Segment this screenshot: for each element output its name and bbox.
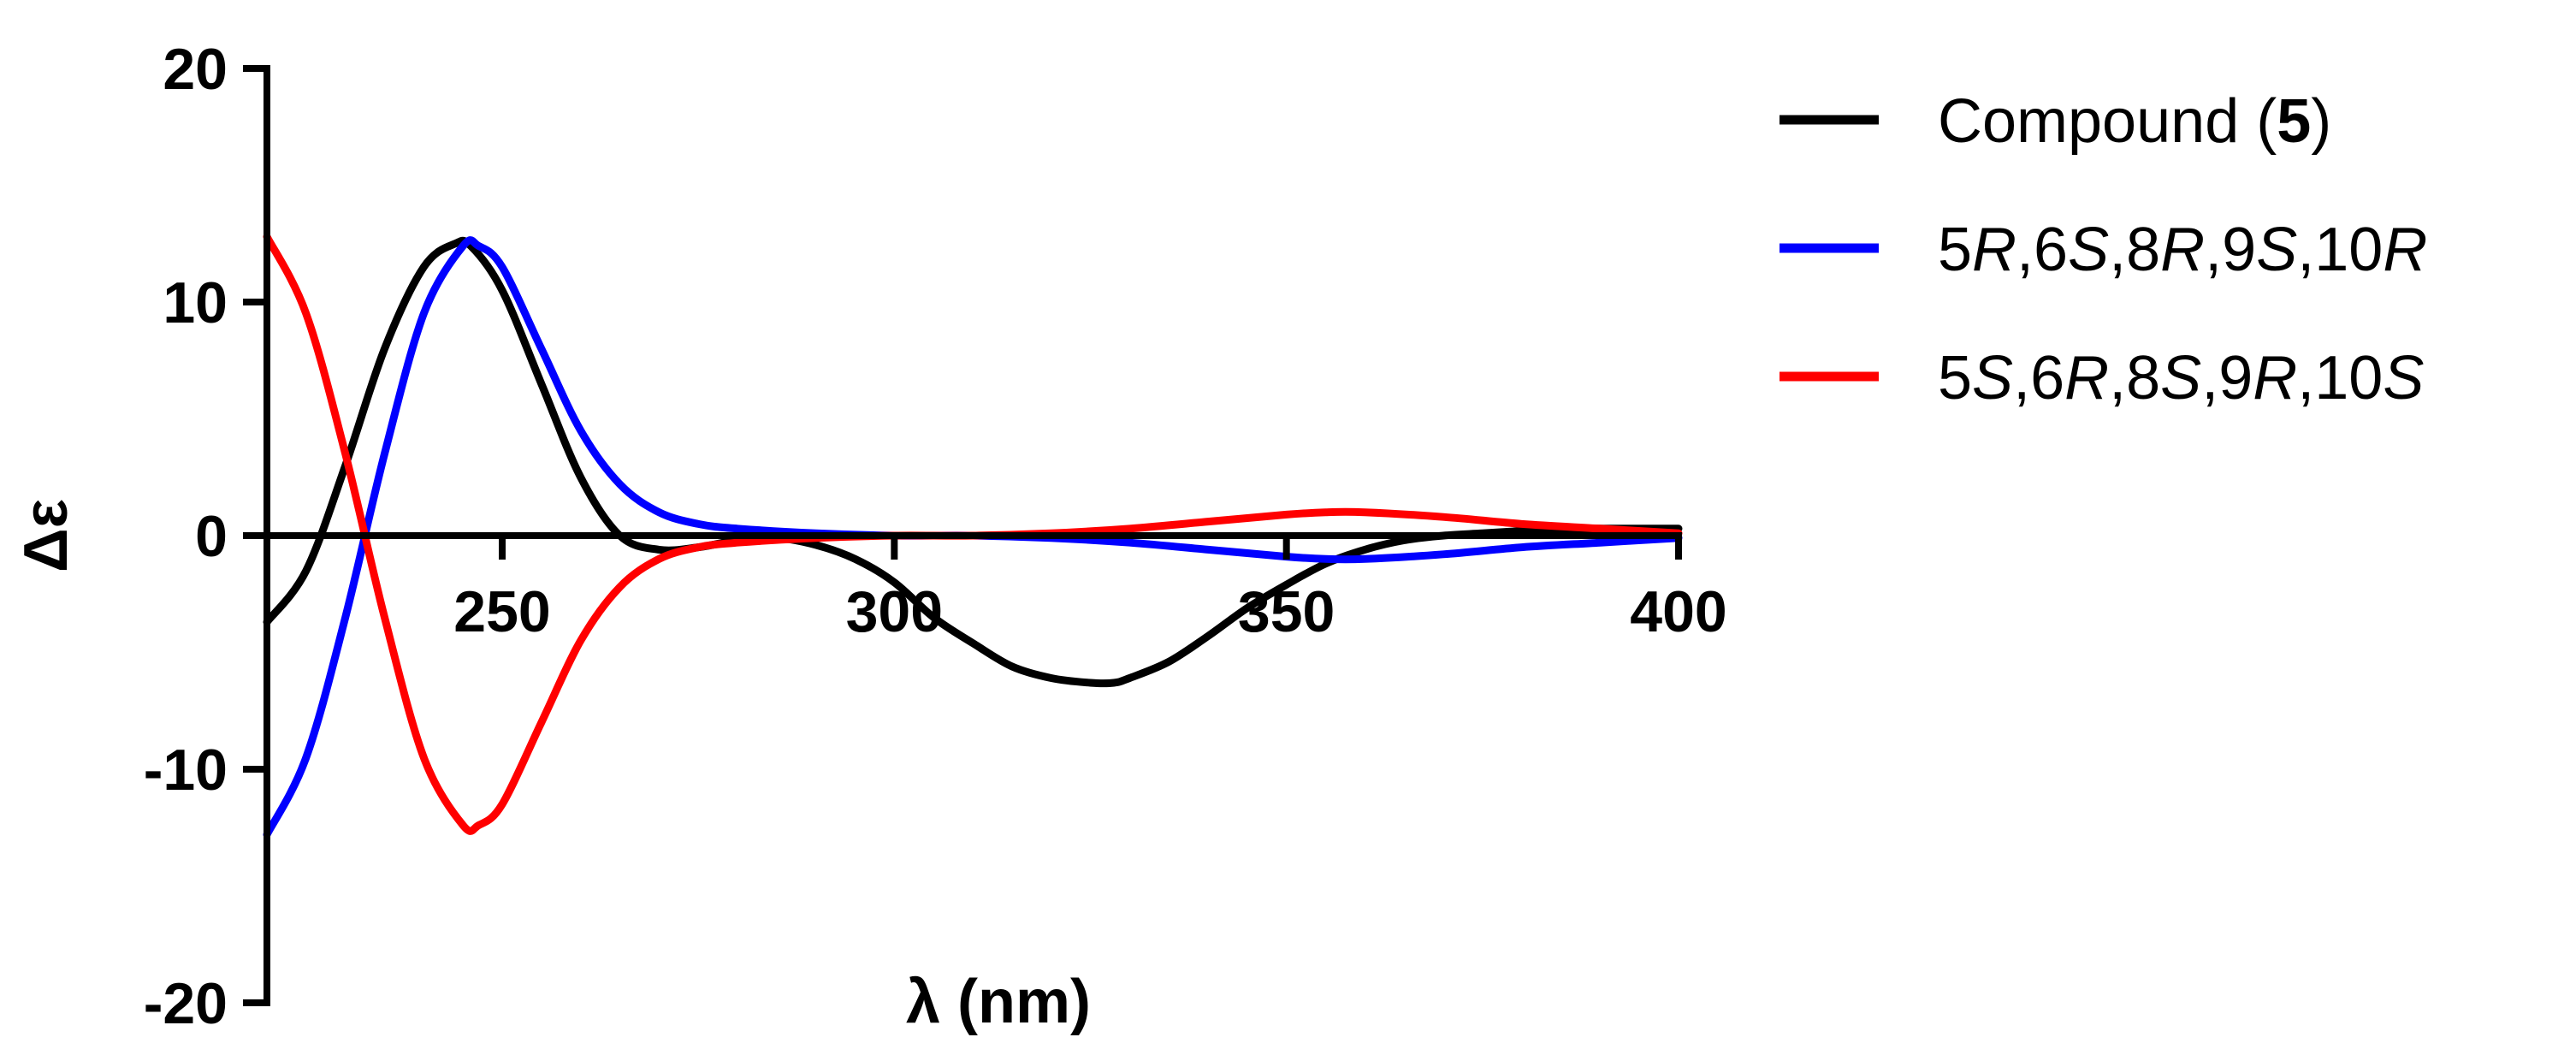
x-tick-label: 350 bbox=[1238, 579, 1335, 644]
ticks-layer: -20 -10 0 10 20 250 300 350 400 bbox=[144, 37, 1727, 1036]
legend-label: Compound (5) bbox=[1938, 87, 2331, 156]
x-tick-label: 400 bbox=[1630, 579, 1726, 644]
x-tick-label: 250 bbox=[453, 579, 550, 644]
legend-label: 5S,6R,8S,9R,10S bbox=[1938, 344, 2424, 412]
legend-item-2: 5S,6R,8S,9R,10S bbox=[1780, 344, 2424, 412]
y-tick-label: 0 bbox=[195, 504, 228, 569]
y-tick-label: 20 bbox=[163, 37, 228, 102]
legend-item-1: 5R,6S,8R,9S,10R bbox=[1780, 216, 2427, 284]
y-tick-label: -10 bbox=[144, 738, 228, 803]
legend-item-0: Compound (5) bbox=[1780, 87, 2331, 156]
y-tick-label: 10 bbox=[163, 270, 228, 335]
y-tick-label: -20 bbox=[144, 971, 228, 1036]
series-line-1 bbox=[263, 236, 1683, 839]
plot-area: -20 -10 0 10 20 250 300 350 400 bbox=[144, 37, 1727, 1036]
series-line-2 bbox=[263, 233, 1683, 835]
x-tick-label: 300 bbox=[846, 579, 943, 644]
x-axis-title: λ (nm) bbox=[906, 968, 1091, 1036]
legend-label: 5R,6S,8R,9S,10R bbox=[1938, 216, 2427, 284]
y-axis-title: Δε bbox=[12, 499, 80, 572]
legend: Compound (5) 5R,6S,8R,9S,10R 5S,6R,8S,9R,1… bbox=[1780, 87, 2427, 412]
